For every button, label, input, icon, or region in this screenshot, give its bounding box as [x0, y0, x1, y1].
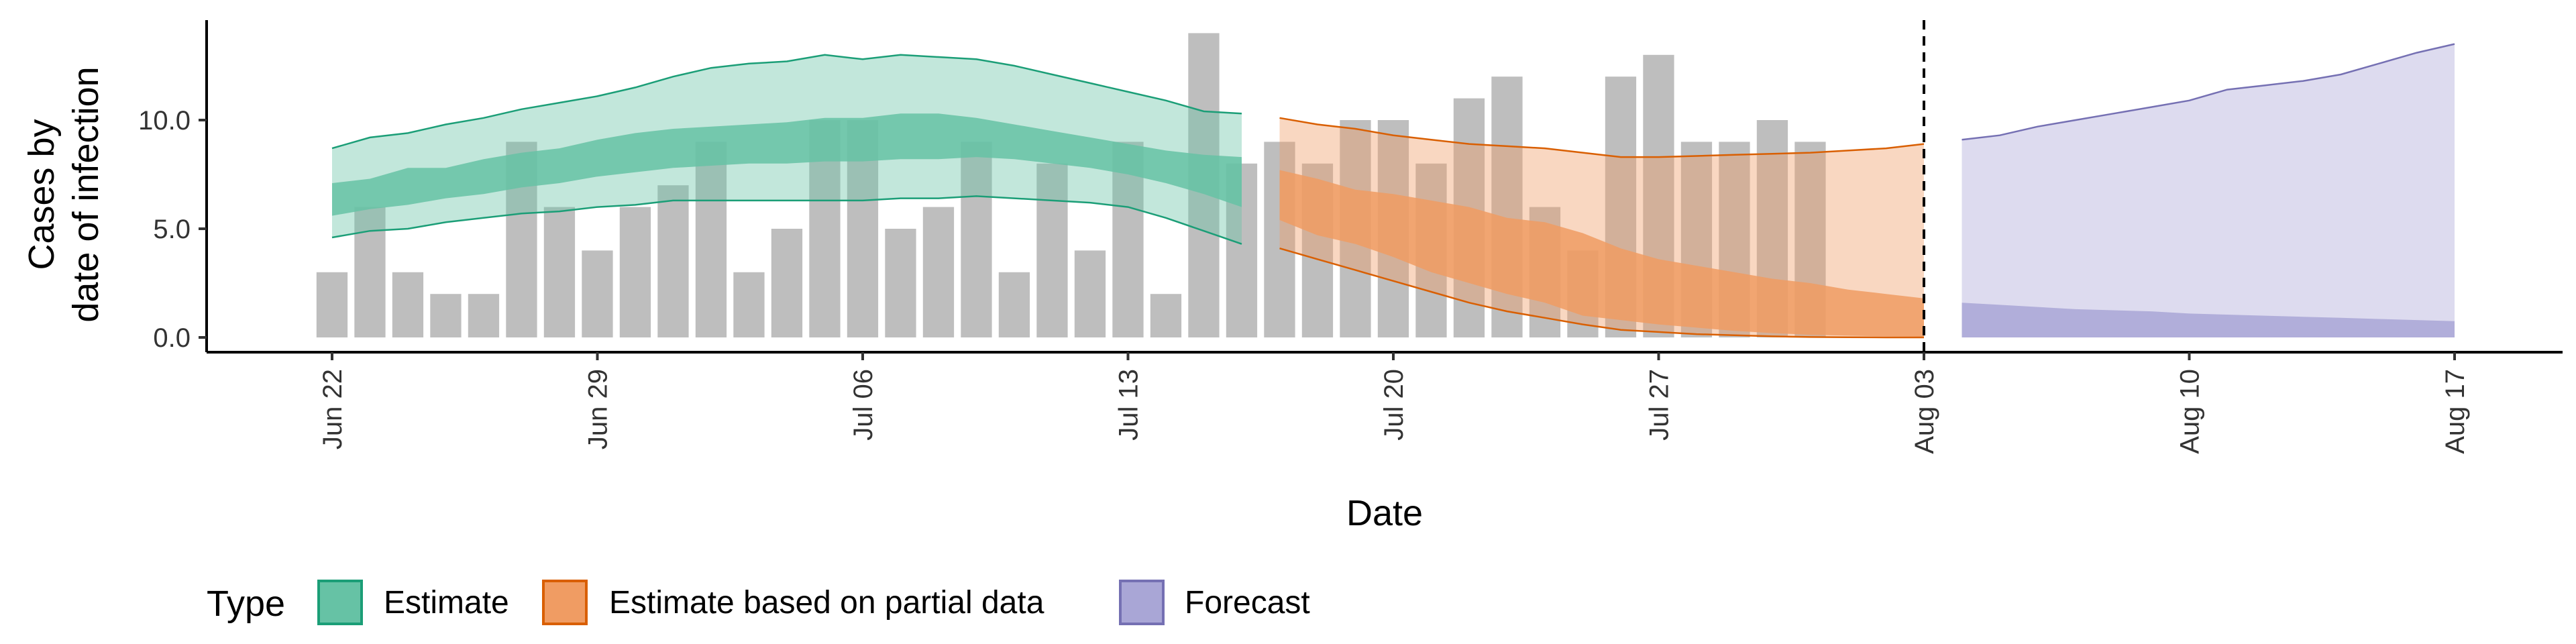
y-axis-ticks: 0.0 5.0 10.0	[138, 106, 207, 353]
y-tick-label: 0.0	[153, 323, 191, 353]
x-tick-label: Aug 10	[2176, 369, 2205, 454]
ribbon-50-forecast	[1962, 303, 2455, 337]
case-bar	[922, 207, 955, 337]
case-bar	[316, 272, 348, 337]
ribbon-50-estimate	[332, 113, 1242, 216]
x-axis-title: Date	[1346, 493, 1423, 533]
case-bar	[354, 207, 386, 337]
ribbon-50-estimate-based-on-partial-data	[1279, 170, 1924, 337]
y-axis-title-line-1: Cases by	[21, 119, 62, 270]
case-bar	[771, 229, 803, 337]
y-tick-label: 5.0	[153, 215, 191, 244]
case-bar	[657, 185, 689, 337]
case-bar	[619, 207, 651, 337]
x-tick-label: Jul 13	[1114, 369, 1144, 441]
ribbon-edge-upper-estimate-based-on-partial-data	[1279, 117, 1925, 158]
axes	[205, 20, 2563, 354]
case-bar	[1074, 250, 1106, 337]
case-bar	[998, 272, 1030, 337]
x-tick-label: Jun 29	[584, 369, 613, 449]
x-tick-label: Jul 20	[1379, 369, 1409, 441]
ribbon-90-forecast	[1962, 44, 2455, 337]
legend-label-partial: Estimate based on partial data	[609, 585, 1044, 621]
ribbon-edge-lower-estimate-based-on-partial-data	[1279, 247, 1924, 339]
ribbon-edge-upper-forecast	[1962, 43, 2455, 141]
estimate-ribbons	[331, 43, 2455, 339]
ribbon-edge-upper-estimate	[331, 54, 1242, 150]
legend-title: Type	[207, 584, 285, 624]
case-bar	[1036, 163, 1068, 338]
legend-key-partial	[542, 580, 588, 625]
case-bar	[695, 142, 727, 337]
legend-key-forecast	[1119, 580, 1165, 625]
x-axis-ticks: Jun 22 Jun 29 Jul 06 Jul 13 Jul 20 Jul 27 Aug …	[318, 352, 2470, 454]
y-tick-label: 10.0	[138, 106, 191, 136]
x-tick-label: Aug 17	[2440, 369, 2470, 454]
legend-label-estimate: Estimate	[384, 585, 509, 621]
y-axis-title-line-2: date of infection	[66, 66, 106, 322]
x-tick-label: Aug 03	[1910, 369, 1939, 454]
case-bar	[582, 250, 613, 337]
case-bar	[733, 272, 765, 337]
case-bar	[885, 229, 916, 337]
case-bar	[961, 142, 992, 337]
case-bar	[468, 294, 500, 337]
x-tick-label: Jun 22	[318, 369, 347, 449]
case-bar	[430, 294, 462, 337]
case-bar	[1150, 294, 1182, 337]
legend-key-estimate	[317, 580, 363, 625]
legend-label-forecast: Forecast	[1185, 585, 1310, 621]
x-tick-label: Jul 06	[849, 369, 878, 441]
case-bar	[543, 207, 576, 337]
x-tick-label: Jul 27	[1645, 369, 1674, 441]
case-bar	[392, 272, 424, 337]
ribbon-edge-lower-estimate	[331, 195, 1242, 245]
legend: Type Estimate Estimate based on partial …	[207, 580, 1310, 625]
